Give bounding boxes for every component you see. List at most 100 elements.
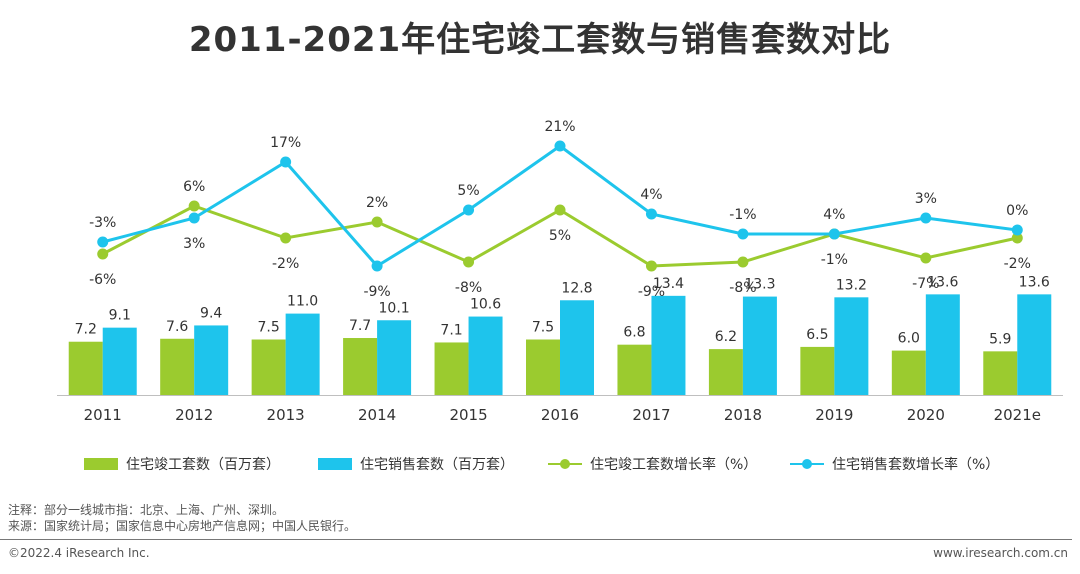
x-tick-label: 2015 [449, 406, 487, 424]
bar-completed-units [434, 342, 469, 395]
point-sold-growth [371, 260, 383, 272]
data-label-sold-units: 13.6 [927, 274, 958, 290]
data-label-sold-units: 13.2 [836, 277, 867, 293]
x-tick-label: 2011 [84, 406, 122, 424]
bar-completed-units [891, 350, 926, 395]
bar-sold-units [560, 300, 594, 395]
bar-sold-units [102, 327, 137, 395]
data-label-completed-growth: -7% [912, 276, 939, 292]
data-label-sold-units: 13.6 [1019, 274, 1050, 290]
bar-completed-units [617, 344, 652, 395]
legend-label-sold-units: 住宅销售套数（百万套） [360, 457, 514, 473]
x-tick-label: 2016 [541, 406, 579, 424]
point-sold-growth [828, 228, 840, 240]
data-label-completed-growth: 6% [183, 179, 205, 195]
bar-sold-units [468, 316, 503, 395]
data-label-completed-units: 7.5 [258, 320, 280, 336]
x-tick-label: 2021e [994, 406, 1041, 424]
point-completed-growth [463, 256, 475, 268]
data-label-completed-growth: -8% [455, 280, 482, 296]
point-sold-growth [463, 204, 475, 216]
data-label-sold-growth: -3% [89, 215, 116, 231]
bar-completed-units [983, 351, 1018, 395]
legend-swatch-completed-growth [548, 458, 582, 470]
x-tick-label: 2014 [358, 406, 396, 424]
data-label-completed-units: 5.9 [989, 331, 1011, 347]
point-completed-growth [97, 248, 109, 260]
bar-sold-units [194, 325, 229, 395]
point-sold-growth [554, 140, 566, 152]
legend-label-completed-units: 住宅竣工套数（百万套） [126, 457, 280, 473]
data-label-completed-units: 7.1 [440, 322, 462, 338]
x-tick-label: 2020 [907, 406, 945, 424]
bar-completed-units [800, 346, 835, 395]
bar-sold-units [377, 320, 412, 395]
data-label-completed-growth: -9% [638, 284, 665, 300]
data-label-sold-growth: 4% [823, 207, 845, 223]
data-label-completed-growth: -1% [821, 252, 848, 268]
bar-completed-units [160, 338, 195, 395]
point-sold-growth [280, 156, 292, 168]
bar-sold-units [651, 295, 686, 395]
website: www.iresearch.com.cn [933, 546, 1068, 560]
chart-title: 2011-2021年住宅竣工套数与销售套数对比 [188, 20, 892, 60]
copyright: ©2022.4 iResearch Inc. [8, 546, 150, 560]
x-tick-label: 2013 [267, 406, 305, 424]
bar-completed-units [343, 338, 378, 395]
data-label-completed-units: 7.7 [349, 318, 371, 334]
bar-sold-units [1017, 294, 1052, 395]
point-completed-growth [371, 216, 383, 228]
point-sold-growth [645, 208, 657, 220]
data-label-sold-units: 9.4 [200, 305, 222, 321]
data-label-sold-growth: 21% [544, 119, 575, 135]
point-sold-growth [1011, 224, 1023, 236]
bar-completed-units [68, 341, 103, 395]
x-tick-label: 2012 [175, 406, 213, 424]
bar-sold-units [742, 296, 777, 395]
data-label-sold-units: 11.0 [287, 294, 318, 310]
data-label-completed-growth: -2% [272, 256, 299, 272]
x-tick-label: 2019 [815, 406, 853, 424]
data-label-completed-units: 6.0 [898, 331, 920, 347]
legend-swatch-sold-growth [790, 458, 824, 470]
point-sold-growth [920, 212, 932, 224]
data-label-sold-growth: -1% [729, 207, 756, 223]
chart-canvas: 7.2 9.1 2011 7.6 9.4 2012 7.5 11.0 2013 7.7 10.1 20… [57, 119, 1063, 424]
legend-swatch-completed-units [84, 458, 118, 470]
data-label-sold-units: 10.1 [379, 300, 410, 316]
bar-completed-units [526, 339, 560, 395]
bar-sold-units [834, 297, 869, 395]
point-sold-growth [97, 236, 109, 248]
data-label-sold-growth: 3% [915, 191, 937, 207]
data-label-completed-growth: -6% [89, 272, 116, 288]
data-label-completed-units: 7.5 [532, 320, 554, 336]
data-label-completed-growth: 5% [549, 228, 571, 244]
data-label-sold-growth: 0% [1006, 203, 1028, 219]
data-label-sold-units: 12.8 [561, 280, 592, 296]
data-label-completed-growth: 2% [366, 195, 388, 211]
legend-item-sold-units: 住宅销售套数（百万套） [318, 452, 514, 476]
data-label-sold-growth: 5% [457, 183, 479, 199]
footer-divider [0, 539, 1072, 540]
source-line: 来源：国家统计局；国家信息中心房地产信息网；中国人民银行。 [8, 519, 357, 533]
data-label-sold-growth: 17% [270, 135, 301, 151]
data-label-sold-growth: 3% [183, 236, 205, 252]
data-label-sold-growth: 4% [640, 187, 662, 203]
bar-completed-units [708, 349, 743, 395]
legend-item-completed-growth: 住宅竣工套数增长率（%） [548, 452, 757, 476]
point-completed-growth [188, 200, 200, 212]
data-label-completed-units: 6.2 [715, 329, 737, 345]
data-label-sold-units: 9.1 [109, 308, 131, 324]
point-completed-growth [1011, 232, 1023, 244]
notes: 注释：部分一线城市指：北京、上海、广州、深圳。 来源：国家统计局；国家信息中心房… [8, 502, 356, 534]
bar-sold-units [285, 313, 320, 395]
legend: 住宅竣工套数（百万套） 住宅销售套数（百万套） 住宅竣工套数增长率（%） 住宅销… [0, 452, 1080, 476]
data-label-completed-units: 6.8 [623, 325, 645, 341]
point-completed-growth [920, 252, 932, 264]
data-label-sold-units: 13.3 [744, 277, 775, 293]
legend-label-completed-growth: 住宅竣工套数增长率（%） [590, 457, 758, 473]
x-tick-label: 2018 [724, 406, 762, 424]
point-completed-growth [554, 204, 566, 216]
legend-item-completed-units: 住宅竣工套数（百万套） [84, 452, 280, 476]
point-completed-growth [645, 260, 657, 272]
